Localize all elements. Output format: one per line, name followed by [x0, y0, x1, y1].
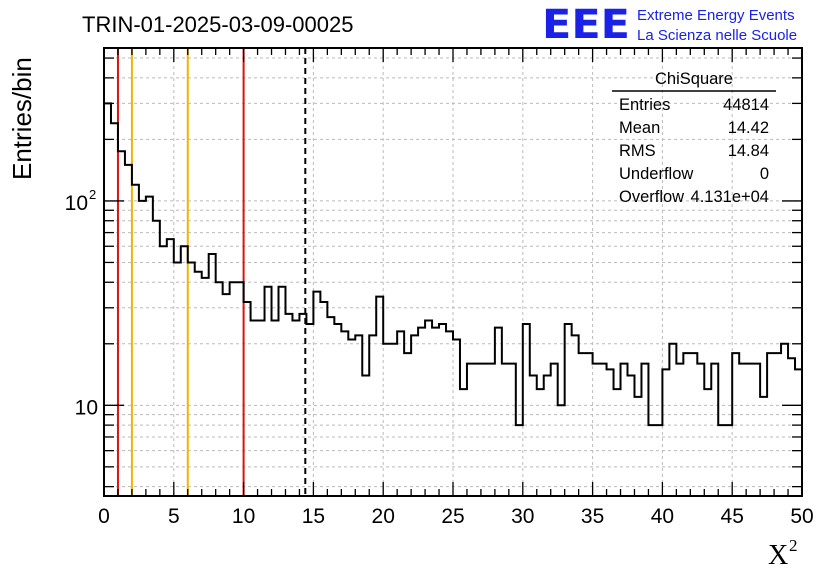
x-tick-label: 45 [721, 505, 744, 528]
x-axis-label-superscript: 2 [789, 536, 798, 555]
eee-logo-line1: Extreme Energy Events [637, 7, 795, 24]
y-axis-label: Entries/bin [7, 57, 37, 180]
x-tick-label: 30 [511, 505, 534, 528]
x-tick-label: 20 [372, 505, 395, 528]
x-tick-label: 50 [790, 505, 813, 528]
stats-mean-label: Mean [619, 119, 660, 137]
grid-layer [104, 48, 802, 496]
x-tick-label: 10 [232, 505, 255, 528]
stats-mean-value: 14.42 [728, 119, 769, 137]
stats-overflow-label: Overflow [619, 188, 684, 206]
stats-entries-label: Entries [619, 96, 670, 114]
x-tick-label: 40 [651, 505, 674, 528]
x-tick-label: 35 [581, 505, 604, 528]
x-tick-label: 0 [98, 505, 110, 528]
stats-box: ChiSquare Entries 44814 Mean 14.42 RMS 1… [612, 70, 776, 206]
eee-logo-mark: EEE [542, 2, 630, 48]
eee-logo-line2: La Scienza nelle Scuole [637, 27, 797, 44]
x-axis-label: X 2 [768, 536, 798, 571]
x-tick-label: 5 [168, 505, 180, 528]
x-axis-label-base: X [768, 540, 788, 571]
stats-rms-label: RMS [619, 142, 656, 160]
ticks-layer [103, 48, 803, 496]
x-tick-label: 25 [441, 505, 464, 528]
histogram-layer [104, 102, 802, 427]
stats-box-title: ChiSquare [655, 70, 733, 88]
stats-rms-value: 14.84 [728, 142, 769, 160]
y-tick-label-exponent: 2 [89, 187, 96, 202]
histogram-series [104, 102, 802, 427]
x-tick-label: 15 [302, 505, 325, 528]
stats-overflow-value: 4.131e+04 [691, 188, 769, 206]
marker-lines-layer [116, 48, 307, 496]
stats-underflow-value: 0 [760, 165, 769, 183]
eee-logo: EEE Extreme Energy Events La Scienza nel… [542, 2, 797, 48]
y-tick-label: 10 [75, 396, 98, 419]
chart-title: TRIN-01-2025-03-09-00025 [82, 12, 354, 37]
stats-entries-value: 44814 [723, 96, 769, 114]
y-tick-label: 10 [65, 192, 88, 215]
stats-underflow-label: Underflow [619, 165, 693, 183]
